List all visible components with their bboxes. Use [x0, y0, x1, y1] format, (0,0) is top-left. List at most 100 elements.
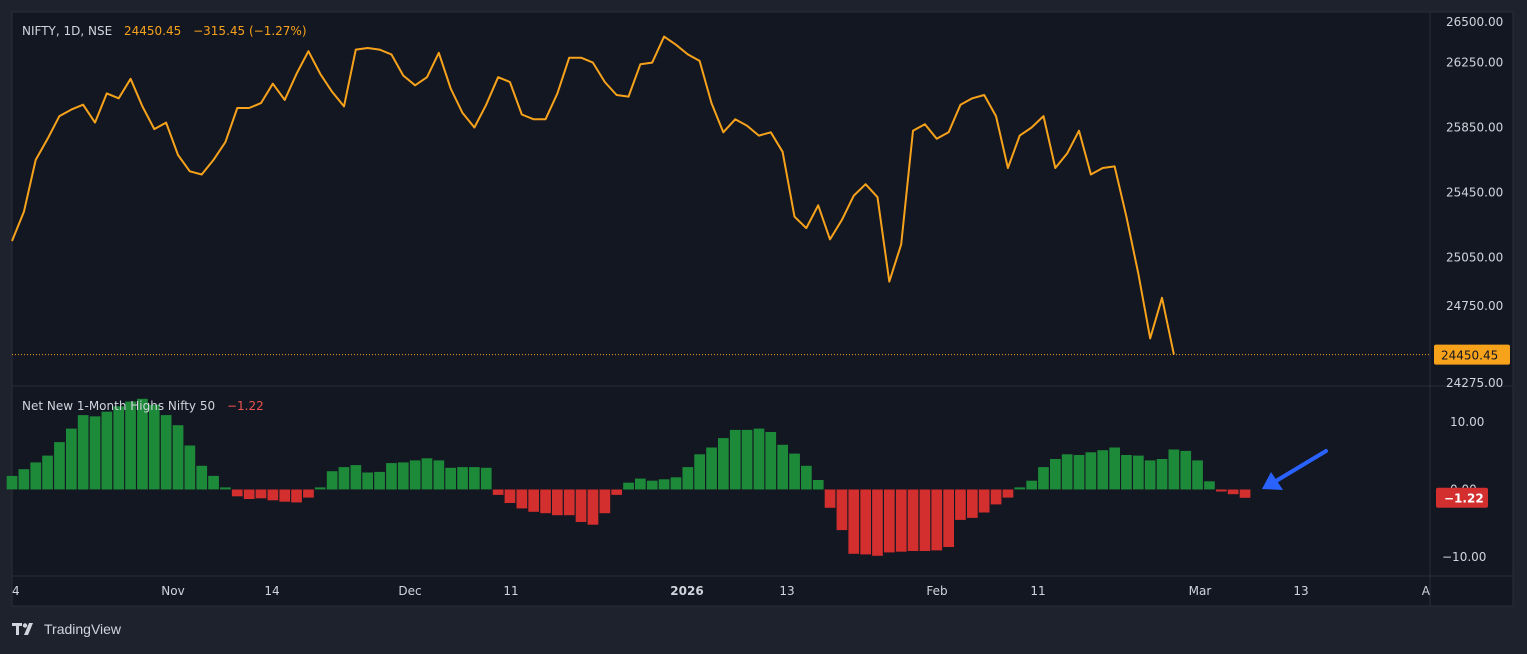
indicator-bar — [1061, 454, 1073, 490]
indicator-bar — [1204, 481, 1215, 490]
indicator-bar — [528, 489, 539, 512]
indicator-bar — [409, 460, 421, 490]
indicator-bar — [350, 465, 362, 490]
indicator-bar — [386, 463, 397, 490]
time-axis[interactable]: 4 Nov 14 Dec 11 2026 13 Feb 11 Mar 13 A — [12, 584, 1431, 598]
arrow-icon — [1262, 449, 1328, 490]
indicator-bar — [1073, 455, 1085, 490]
indicator-legend: Net New 1-Month Highs Nifty 50 −1.22 — [22, 399, 264, 413]
indicator-bar — [575, 489, 587, 522]
indicator-bar — [492, 489, 504, 495]
price-tick-label: 24750.00 — [1446, 299, 1503, 313]
indicator-bar — [824, 489, 836, 508]
indicator-bar — [101, 411, 113, 490]
indicator-bar — [919, 489, 931, 551]
indicator-pane[interactable] — [6, 398, 1251, 556]
indicator-axis[interactable]: 10.000.00−10.00−1.22 — [1436, 415, 1488, 564]
indicator-bar — [243, 489, 255, 499]
indicator-bar — [706, 447, 717, 490]
indicator-bar — [113, 406, 125, 490]
indicator-bar — [30, 462, 42, 490]
indicator-bar — [89, 416, 101, 490]
indicator-bar — [220, 487, 231, 490]
indicator-bar — [6, 475, 18, 490]
indicator-bar — [1239, 489, 1251, 498]
indicator-bar — [1121, 455, 1132, 490]
indicator-bar — [231, 489, 243, 497]
price-tick-label: 25450.00 — [1446, 185, 1503, 199]
indicator-bar — [1097, 450, 1109, 490]
indicator-bar — [860, 489, 871, 555]
time-tick-label: Nov — [161, 584, 184, 598]
price-tick-label: 26500.00 — [1446, 15, 1503, 29]
indicator-bar — [789, 453, 800, 490]
time-tick-label: Mar — [1189, 584, 1212, 598]
indicator-bar — [931, 489, 943, 551]
indicator-bar — [480, 467, 492, 490]
indicator-bar — [729, 429, 741, 490]
time-tick-label: 2026 — [670, 584, 703, 598]
indicator-bar — [599, 489, 611, 514]
indicator-bar — [18, 469, 30, 490]
last-indicator-label: −1.22 — [1444, 492, 1484, 506]
indicator-bar — [1156, 459, 1168, 490]
indicator-bar — [907, 489, 919, 551]
indicator-bar — [326, 471, 338, 490]
price-tick-label: 25850.00 — [1446, 120, 1503, 134]
indicator-bar — [1133, 455, 1144, 490]
indicator-bar — [682, 467, 694, 490]
indicator-bar — [777, 444, 788, 490]
indicator-bar — [421, 458, 433, 490]
price-pane[interactable] — [11, 35, 1430, 356]
indicator-bar — [1050, 459, 1061, 490]
time-tick-label: 13 — [779, 584, 794, 598]
time-tick-label: 14 — [264, 584, 279, 598]
indicator-bar — [884, 489, 895, 553]
indicator-bar — [184, 445, 196, 490]
price-line — [11, 35, 1175, 355]
indicator-bar — [1038, 467, 1049, 490]
indicator-bar — [872, 489, 883, 556]
indicator-bar — [1109, 447, 1120, 490]
indicator-bar — [623, 482, 634, 490]
indicator-bar — [635, 478, 646, 490]
indicator-bar — [338, 467, 350, 490]
price-legend-last: 24450.45 — [124, 24, 181, 38]
indicator-bar — [718, 438, 729, 490]
indicator-bar — [516, 489, 528, 509]
indicator-bar — [1085, 452, 1097, 490]
indicator-bar — [1014, 487, 1026, 490]
time-tick-label: Feb — [926, 584, 947, 598]
indicator-bar — [836, 489, 848, 531]
branding[interactable]: TradingView — [12, 618, 121, 640]
time-tick-label: 11 — [1030, 584, 1045, 598]
indicator-bar — [611, 489, 622, 495]
indicator-bar — [967, 489, 978, 518]
indicator-bar — [504, 489, 516, 503]
indicator-bar — [137, 398, 148, 490]
indicator-bar — [753, 428, 765, 490]
indicator-bar — [445, 467, 456, 490]
indicator-bar — [196, 465, 208, 490]
indicator-bar — [1192, 460, 1203, 490]
indicator-bar — [172, 425, 184, 490]
indicator-bar — [812, 480, 824, 490]
price-tick-label: 25050.00 — [1446, 250, 1503, 264]
indicator-bar — [125, 401, 136, 490]
indicator-bar — [255, 489, 267, 499]
indicator-bar — [1168, 449, 1180, 490]
time-tick-label: 4 — [12, 584, 20, 598]
indicator-bar — [563, 489, 575, 516]
indicator-bar — [848, 489, 860, 554]
price-axis[interactable]: 26500.00 26250.00 25850.00 25450.00 25050.00… — [1434, 15, 1510, 390]
indicator-bar — [397, 462, 409, 490]
indicator-bar — [658, 479, 670, 490]
indicator-tick-label: 10.00 — [1450, 415, 1484, 429]
indicator-bar — [955, 489, 966, 520]
indicator-bar — [1216, 489, 1227, 492]
last-indicator-badge: −1.22 — [1436, 487, 1488, 508]
last-price-badge: 24450.45 — [1434, 344, 1510, 365]
indicator-bar — [374, 471, 385, 490]
